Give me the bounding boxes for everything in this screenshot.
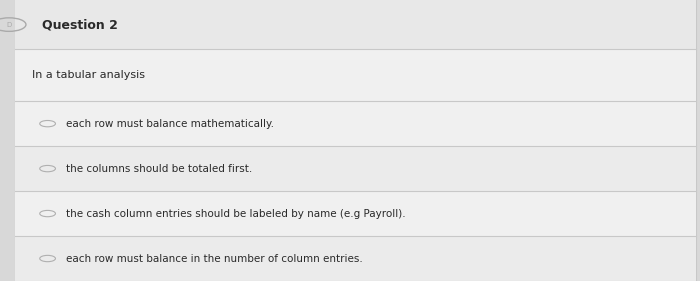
Text: the cash column entries should be labeled by name (e.g Payroll).: the cash column entries should be labele…: [66, 209, 406, 219]
FancyBboxPatch shape: [15, 236, 696, 281]
Text: Question 2: Question 2: [42, 18, 118, 31]
Text: D: D: [6, 22, 12, 28]
FancyBboxPatch shape: [15, 0, 696, 49]
Text: In a tabular analysis: In a tabular analysis: [32, 70, 144, 80]
FancyBboxPatch shape: [15, 101, 696, 146]
Text: each row must balance in the number of column entries.: each row must balance in the number of c…: [66, 253, 363, 264]
FancyBboxPatch shape: [15, 49, 696, 101]
Text: the columns should be totaled first.: the columns should be totaled first.: [66, 164, 253, 174]
Text: each row must balance mathematically.: each row must balance mathematically.: [66, 119, 274, 129]
FancyBboxPatch shape: [15, 191, 696, 236]
FancyBboxPatch shape: [15, 0, 696, 281]
FancyBboxPatch shape: [15, 146, 696, 191]
